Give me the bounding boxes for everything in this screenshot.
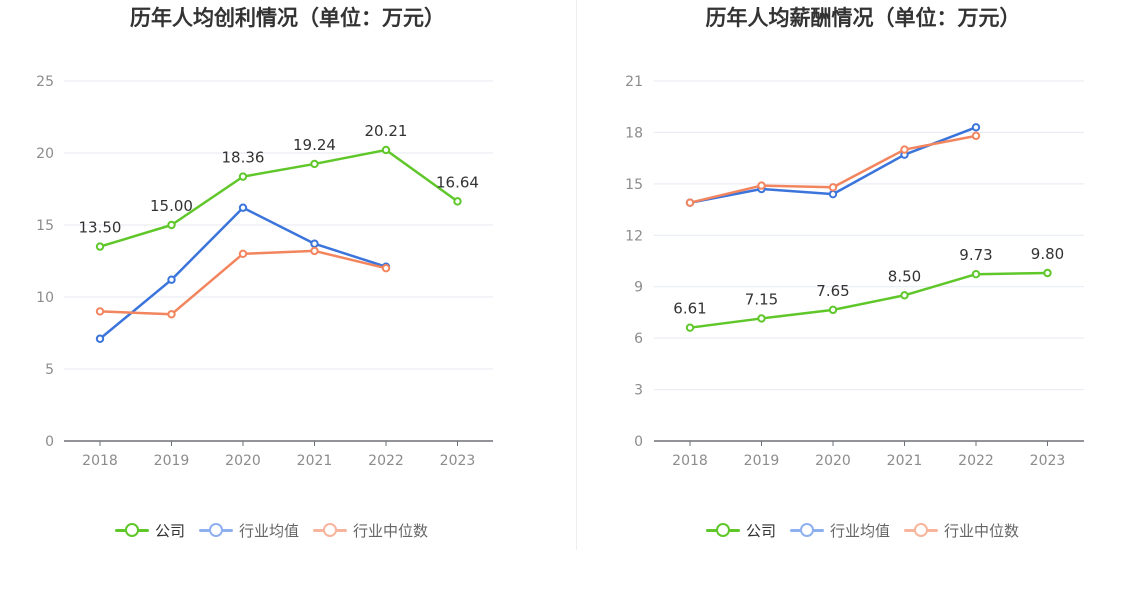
- data-point: [971, 123, 981, 132]
- series-line: [99, 148, 459, 248]
- data-label: 7.65: [816, 282, 849, 300]
- data-point: [757, 181, 766, 190]
- data-label: 19.24: [293, 136, 336, 154]
- y-tick-label: 12: [625, 228, 643, 244]
- x-tick-label: 2023: [440, 453, 476, 469]
- x-tick-label: 2023: [1030, 453, 1066, 469]
- data-point: [900, 291, 909, 300]
- legend-salary: 公司 行业均值 行业中位数: [706, 517, 1033, 543]
- legend-label: 行业均值: [239, 521, 300, 540]
- data-label: 9.80: [1031, 245, 1064, 263]
- series-line: [689, 271, 1048, 329]
- data-point: [95, 242, 105, 251]
- y-tick-label: 10: [36, 290, 54, 306]
- data-point: [238, 172, 248, 181]
- data-point: [1043, 268, 1052, 278]
- y-tick-label: 0: [634, 434, 643, 450]
- y-tick-label: 5: [45, 362, 54, 378]
- y-tick-label: 15: [36, 218, 54, 234]
- data-point: [828, 305, 838, 315]
- data-point: [310, 159, 319, 169]
- data-point: [685, 198, 695, 207]
- data-point: [310, 246, 319, 256]
- y-tick-label: 21: [625, 74, 643, 90]
- data-point: [971, 131, 981, 141]
- data-point: [757, 314, 766, 323]
- chart-title-profit: 历年人均创利情况（单位：万元）: [130, 6, 445, 30]
- data-point: [971, 270, 981, 279]
- data-point: [685, 323, 695, 332]
- data-point: [167, 275, 176, 284]
- data-label: 6.61: [673, 300, 706, 318]
- salary-chart: 0 3 6 9 12 15 18 21 2018 2019 2020 2021 2022 2023 6.61…: [625, 74, 1084, 469]
- legend-label: 行业中位数: [944, 521, 1020, 540]
- y-tick-label: 9: [634, 280, 643, 296]
- legend-label: 行业均值: [830, 521, 891, 540]
- legend-item-industry-avg[interactable]: 行业均值: [790, 520, 890, 541]
- y-tick-label: 18: [625, 125, 643, 141]
- data-label: 7.15: [745, 290, 778, 308]
- legend-label: 公司: [155, 521, 186, 540]
- x-tick-label: 2022: [368, 453, 404, 469]
- y-tick-label: 25: [36, 74, 54, 90]
- x-tick-label: 2020: [815, 453, 851, 469]
- data-point: [900, 145, 909, 154]
- data-label: 15.00: [150, 197, 193, 215]
- x-tick-label: 2018: [82, 453, 118, 469]
- legend-line-icon: [313, 522, 348, 538]
- y-tick-label: 15: [625, 177, 643, 193]
- chart-title-salary: 历年人均薪酬情况（单位：万元）: [705, 6, 1021, 30]
- legend-item-company[interactable]: 公司: [115, 520, 185, 541]
- data-label: 18.36: [222, 149, 265, 167]
- legend-label: 公司: [746, 521, 777, 540]
- x-tick-label: 2021: [887, 453, 923, 469]
- y-tick-label: 3: [634, 383, 643, 399]
- x-tick-label: 2020: [225, 453, 261, 469]
- legend-line-icon: [706, 522, 740, 538]
- data-point: [381, 145, 391, 155]
- data-point: [238, 203, 248, 212]
- profit-chart: 0 5 10 15 20 25 2018 2019 2020 2021 2022 2023 13.50 1…: [36, 74, 493, 469]
- legend-item-industry-avg[interactable]: 行业均值: [199, 520, 299, 541]
- x-tick-label: 2018: [672, 453, 708, 469]
- legend-item-company[interactable]: 公司: [706, 520, 776, 541]
- legend-profit: 公司 行业均值 行业中位数: [115, 517, 442, 543]
- y-tick-label: 0: [45, 434, 54, 450]
- x-tick-label: 2019: [154, 453, 190, 469]
- data-label: 13.50: [79, 219, 122, 237]
- data-label: 9.73: [959, 246, 992, 264]
- legend-line-icon: [790, 522, 825, 538]
- legend-line-icon: [199, 522, 234, 538]
- data-point: [95, 307, 105, 316]
- data-point: [167, 310, 176, 319]
- data-label: 20.21: [365, 122, 408, 140]
- data-point: [238, 249, 248, 259]
- data-label: 8.50: [888, 267, 921, 285]
- legend-item-industry-median[interactable]: 行业中位数: [313, 520, 428, 541]
- legend-line-icon: [904, 522, 939, 538]
- data-point: [453, 197, 462, 206]
- y-tick-label: 20: [36, 146, 54, 162]
- data-point: [381, 264, 391, 273]
- data-point: [828, 189, 838, 199]
- data-point: [95, 334, 105, 343]
- y-tick-label: 6: [634, 331, 643, 347]
- data-label: 16.64: [436, 173, 479, 191]
- legend-item-industry-median[interactable]: 行业中位数: [904, 520, 1019, 541]
- x-tick-label: 2022: [958, 453, 994, 469]
- data-point: [167, 220, 176, 230]
- legend-label: 行业中位数: [353, 521, 429, 540]
- x-tick-label: 2021: [297, 453, 333, 469]
- panel-divider: [576, 0, 577, 550]
- legend-line-icon: [115, 522, 149, 538]
- x-tick-label: 2019: [744, 453, 780, 469]
- data-point: [828, 183, 838, 192]
